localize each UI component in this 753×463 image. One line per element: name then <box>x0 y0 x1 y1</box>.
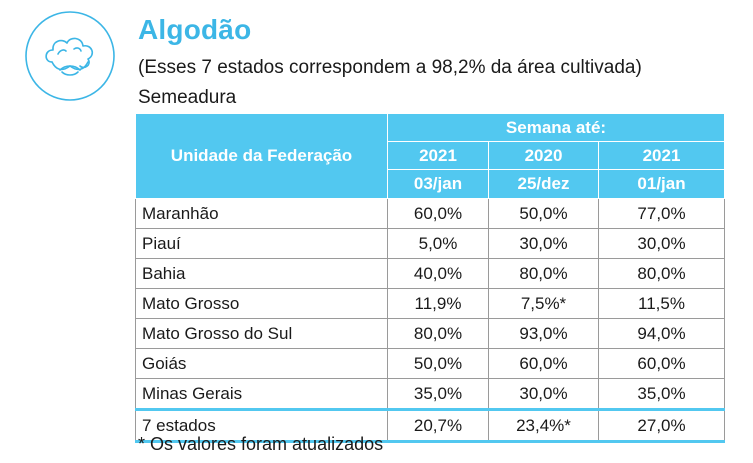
state-name: Mato Grosso do Sul <box>135 318 388 349</box>
table-cell: 80,0% <box>597 258 726 289</box>
column-group-header: Semana até: <box>386 113 726 142</box>
table-cell: 35,0% <box>597 378 726 410</box>
date-header: 25/dez <box>488 169 599 199</box>
table-cell: 11,9% <box>387 288 489 319</box>
table-cell: 94,0% <box>597 318 726 349</box>
table-row: Bahia 40,0% 80,0% 80,0% <box>135 258 726 289</box>
planting-progress-table: Unidade da Federação Semana até: 2021 20… <box>135 113 726 443</box>
table-row: Maranhão 60,0% 50,0% 77,0% <box>135 198 726 229</box>
header-row-years: 2021 2020 2021 <box>136 141 726 170</box>
table-cell: 60,0% <box>488 348 599 379</box>
table-row: Mato Grosso 11,9% 7,5%* 11,5% <box>135 288 726 319</box>
table-cell: 30,0% <box>488 378 599 410</box>
year-header: 2021 <box>597 141 726 170</box>
table-cell: 11,5% <box>597 288 726 319</box>
table-cell: 60,0% <box>597 348 726 379</box>
total-cell: 20,7% <box>387 408 489 443</box>
total-cell: 23,4%* <box>488 408 599 443</box>
header-row-group: Unidade da Federação Semana até: <box>135 113 726 199</box>
date-header: 03/jan <box>387 169 489 199</box>
table-cell: 30,0% <box>597 228 726 259</box>
cotton-logo <box>22 8 118 104</box>
table-row: Mato Grosso do Sul 80,0% 93,0% 94,0% <box>135 318 726 349</box>
page-title: Algodão <box>138 14 252 45</box>
date-header: 01/jan <box>597 169 726 199</box>
section-label: Semeadura <box>138 87 237 108</box>
table-cell: 5,0% <box>387 228 489 259</box>
year-header: 2021 <box>387 141 489 170</box>
table-cell: 30,0% <box>488 228 599 259</box>
table-row: Minas Gerais 35,0% 30,0% 35,0% <box>135 378 726 410</box>
total-label: 7 estados <box>135 408 388 443</box>
table-cell: 77,0% <box>597 198 726 229</box>
table-cell: 50,0% <box>387 348 489 379</box>
state-name: Bahia <box>135 258 388 289</box>
header-row-dates: 03/jan 25/dez 01/jan <box>136 169 726 199</box>
state-name: Minas Gerais <box>135 378 388 410</box>
table-cell: 7,5%* <box>488 288 599 319</box>
table-row: Piauí 5,0% 30,0% 30,0% <box>135 228 726 259</box>
table-cell: 50,0% <box>488 198 599 229</box>
footnote: * Os valores foram atualizados <box>138 434 384 454</box>
table-row: Goiás 50,0% 60,0% 60,0% <box>135 348 726 379</box>
state-name: Piauí <box>135 228 388 259</box>
table-cell: 35,0% <box>387 378 489 410</box>
column-header-state: Unidade da Federação <box>135 113 388 199</box>
cotton-icon <box>25 11 115 101</box>
table-cell: 60,0% <box>387 198 489 229</box>
total-row: 7 estados 20,7% 23,4%* 27,0% <box>135 408 726 443</box>
state-name: Maranhão <box>135 198 388 229</box>
total-cell: 27,0% <box>597 408 726 443</box>
year-header: 2020 <box>488 141 599 170</box>
table-cell: 40,0% <box>387 258 489 289</box>
table-cell: 93,0% <box>488 318 599 349</box>
state-name: Mato Grosso <box>135 288 388 319</box>
table-cell: 80,0% <box>387 318 489 349</box>
table-cell: 80,0% <box>488 258 599 289</box>
state-name: Goiás <box>135 348 388 379</box>
subtitle: (Esses 7 estados correspondem a 98,2% da… <box>138 57 642 78</box>
